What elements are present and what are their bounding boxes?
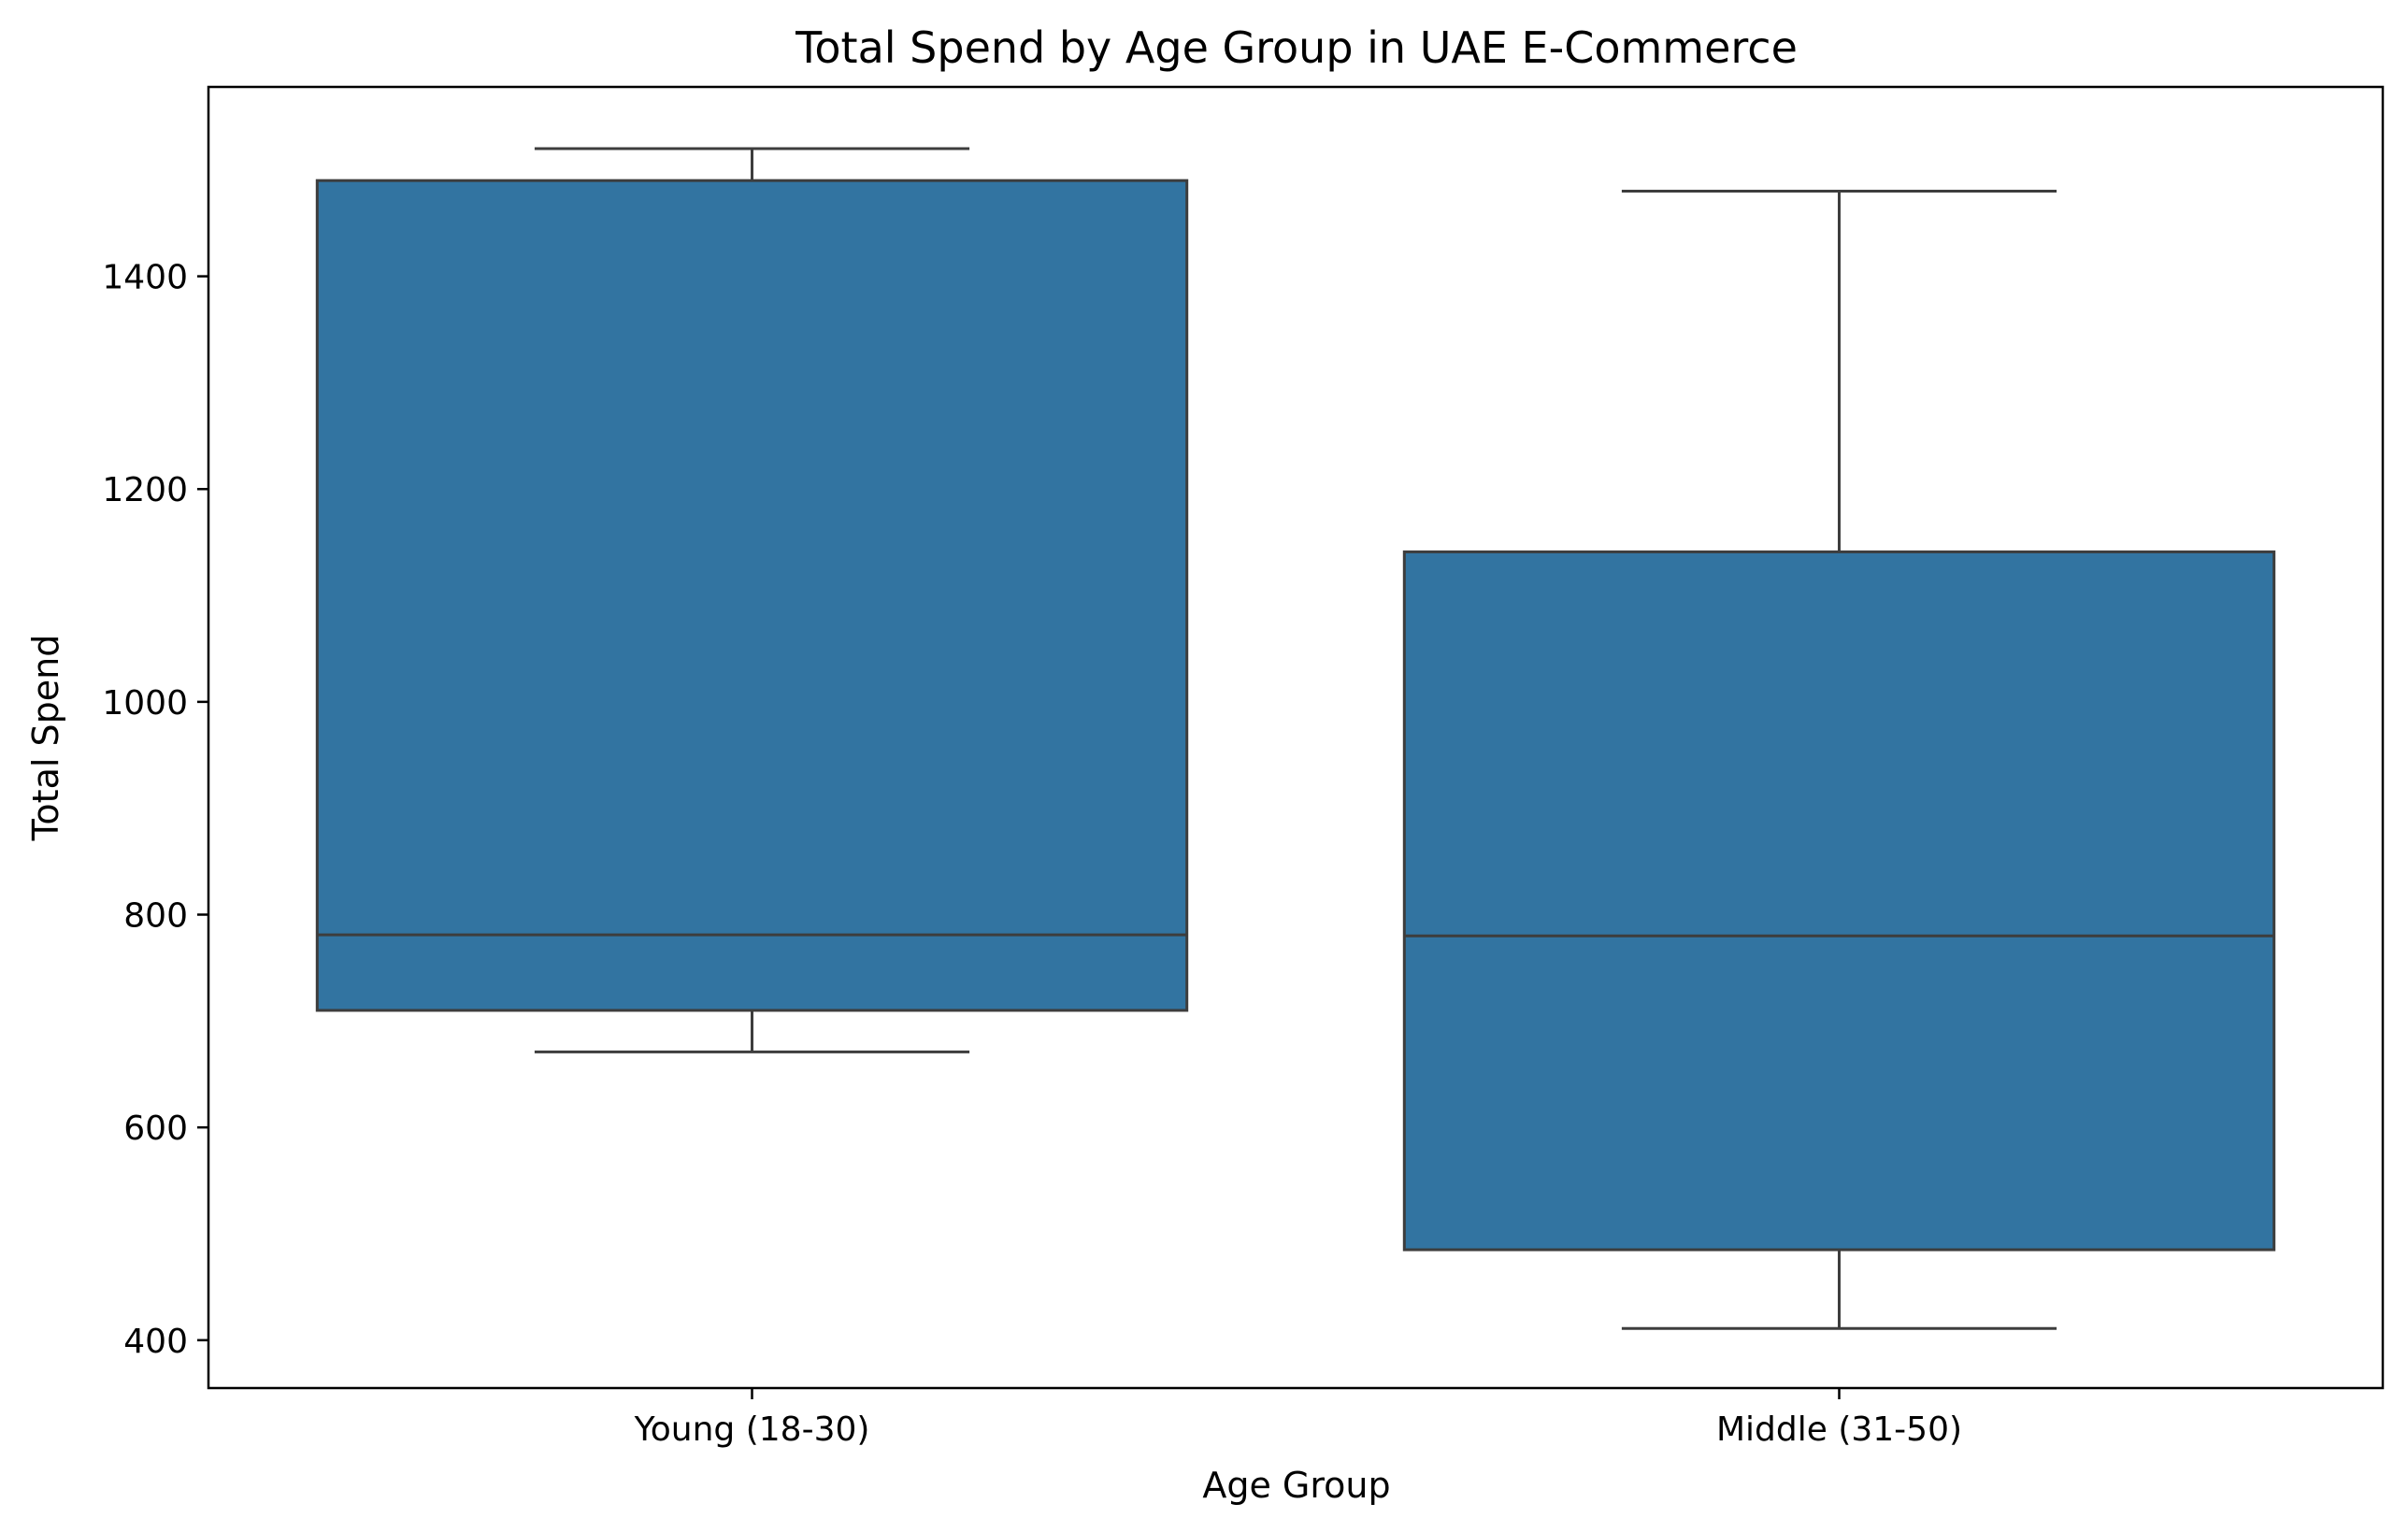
iqr-box [1402, 550, 2276, 1252]
y-tick-label: 600 [123, 1110, 188, 1148]
x-axis: Young (18-30) Middle (31-50) [634, 1388, 1962, 1449]
x-axis-label: Age Group [1202, 1465, 1390, 1506]
y-tick-label: 1200 [102, 471, 188, 509]
x-tick-label: Young (18-30) [634, 1410, 870, 1449]
y-tick-label: 800 [123, 897, 188, 936]
y-tick-label: 1400 [102, 259, 188, 297]
y-axis: 400 600 800 1000 1200 1400 [102, 259, 208, 1361]
box-group [1402, 190, 2276, 1330]
plot-frame [207, 85, 2385, 1390]
chart-title: Total Spend by Age Group in UAE E-Commer… [795, 22, 1798, 73]
box-group [315, 147, 1189, 1053]
y-axis-label: Total Spend [25, 635, 66, 842]
y-tick-label: 400 [123, 1323, 188, 1361]
iqr-box [315, 179, 1189, 1012]
boxes-layer [315, 147, 2276, 1330]
x-tick-label: Middle (31-50) [1716, 1410, 1962, 1449]
y-tick-label: 1000 [102, 684, 188, 723]
